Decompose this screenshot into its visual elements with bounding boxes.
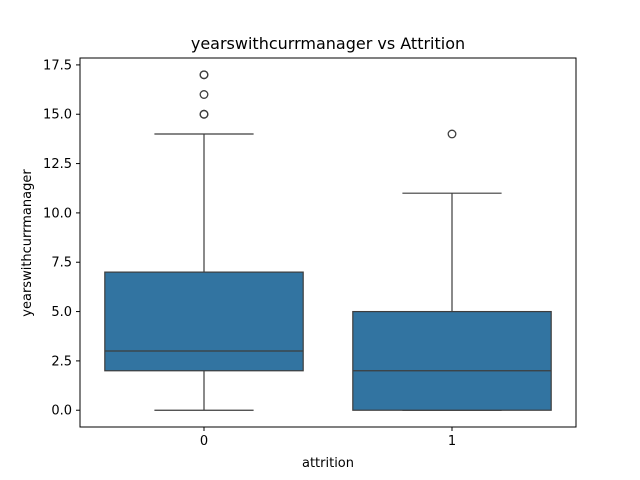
outlier-point [199, 70, 209, 80]
outlier-point [447, 129, 457, 139]
y-tick-label: 2.5 [51, 354, 72, 369]
outlier-point [199, 90, 209, 99]
x-axis-label: attrition [302, 456, 354, 471]
plot-frame [79, 57, 577, 428]
box-iqr [104, 271, 304, 372]
y-tick-label: 5.0 [51, 305, 72, 320]
plot-area [79, 57, 577, 428]
box-group-1 [352, 129, 552, 411]
outlier-point [199, 109, 209, 119]
y-tick-label: 15.0 [43, 108, 72, 123]
chart-title: yearswithcurrmanager vs Attrition [191, 34, 465, 53]
y-tick-label: 12.5 [43, 157, 72, 172]
x-tick-label: 0 [200, 434, 208, 449]
y-axis: 0.0 2.5 5.0 7.5 10.0 12.5 15.0 17.5 [43, 58, 80, 419]
y-tick-label: 17.5 [43, 58, 72, 73]
box-iqr [352, 310, 552, 411]
y-tick-label: 10.0 [43, 206, 72, 221]
box-group-0 [104, 70, 304, 411]
y-tick-label: 7.5 [51, 256, 72, 271]
y-axis-label: yearswithcurrmanager [20, 169, 35, 317]
y-tick-label: 0.0 [51, 404, 72, 419]
x-tick-label: 1 [448, 434, 456, 449]
